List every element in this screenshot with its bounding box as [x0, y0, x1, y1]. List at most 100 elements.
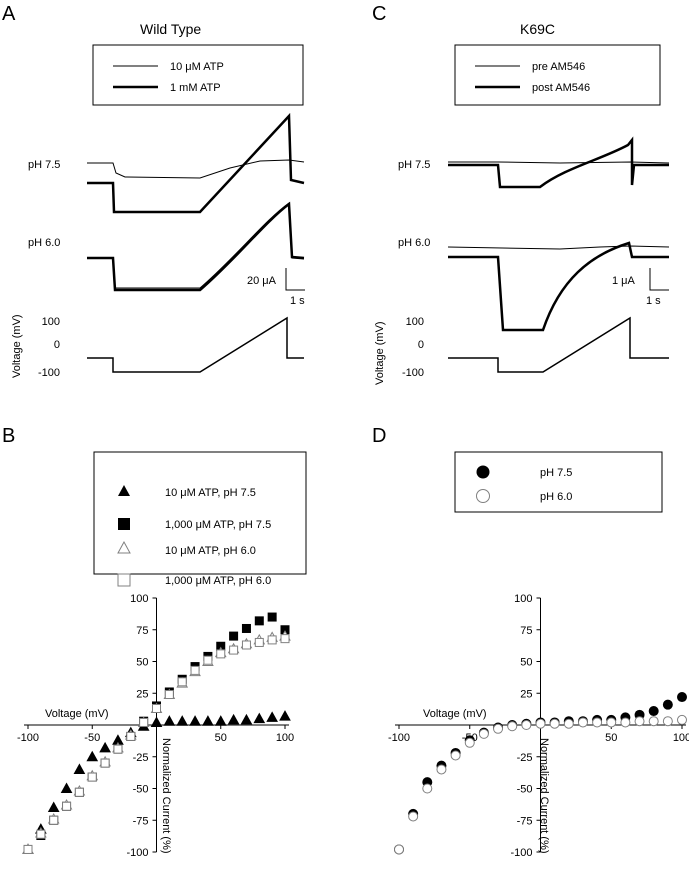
legend-label-d-1: pH 6.0	[540, 491, 572, 503]
voltage-axis-label-a: Voltage (mV)	[11, 314, 23, 378]
y-tick-label: -25	[133, 752, 149, 764]
x-tick-label: 50	[605, 732, 617, 744]
data-point-d-s0	[677, 692, 687, 703]
voltage-axis-label-c: Voltage (mV)	[374, 321, 386, 385]
data-point-b-s3	[23, 844, 33, 854]
data-point-b-s3	[113, 744, 123, 754]
legend-label-10um-atp: 10 μM ATP	[170, 61, 224, 73]
legend-label-post-am546: post AM546	[532, 82, 590, 94]
x-tick-label: -100	[388, 732, 410, 744]
data-point-b-s1	[229, 631, 239, 641]
voltage-tick-c-0: 0	[418, 339, 424, 351]
x-tick-label: 100	[673, 732, 689, 744]
data-point-d-s0	[662, 699, 673, 710]
scale-bar-a	[285, 268, 305, 291]
data-point-b-s0	[240, 713, 253, 725]
data-point-b-s3	[280, 634, 290, 644]
data-point-b-s3	[229, 645, 239, 655]
trace-label-ph60: pH 6.0	[28, 237, 60, 249]
data-point-d-s1	[493, 723, 504, 734]
data-point-b-s0	[279, 710, 291, 721]
voltage-protocol-a	[87, 316, 304, 373]
data-point-b-s3	[126, 731, 136, 741]
data-point-b-s0	[150, 716, 163, 727]
y-axis-label-b: Normalized Current (%)	[160, 738, 172, 854]
data-point-d-s1	[592, 717, 603, 728]
legend-label-b-1: 1,000 μM ATP, pH 7.5	[165, 519, 271, 531]
legend-label-d-0: pH 7.5	[540, 467, 572, 479]
legend-marker-circle-filled	[476, 465, 490, 479]
data-point-d-s1	[408, 811, 419, 822]
data-point-b-s0	[202, 715, 214, 726]
data-point-b-s3	[100, 758, 110, 768]
panel-a-title: Wild Type	[140, 21, 201, 37]
data-point-d-s1	[563, 718, 574, 729]
data-point-d-s1	[662, 716, 673, 727]
data-point-b-s3	[254, 637, 264, 647]
panel-letter-a: A	[2, 3, 16, 25]
data-point-d-s1	[549, 718, 560, 729]
data-point-d-s1	[394, 844, 404, 855]
y-tick-label: -25	[517, 752, 533, 764]
data-point-b-s3	[203, 655, 213, 665]
y-tick-label: 75	[136, 625, 148, 637]
y-tick-label: 25	[136, 688, 148, 700]
panel-c-title: K69C	[520, 21, 555, 37]
data-point-b-s0	[163, 715, 176, 726]
data-point-d-s1	[478, 728, 489, 739]
legend-marker-triangle-open	[117, 540, 131, 554]
voltage-tick-c-100: 100	[406, 316, 424, 328]
legend-label-1mm-atp: 1 mM ATP	[170, 82, 221, 94]
data-point-b-s1	[267, 612, 277, 622]
data-point-b-s0	[99, 741, 111, 753]
data-point-b-s0	[253, 712, 266, 724]
data-point-b-s0	[73, 763, 86, 774]
voltage-tick-a-minus100: -100	[38, 367, 60, 379]
y-axis-label-d: Normalized Current (%)	[538, 738, 550, 854]
data-point-d-s1	[464, 737, 475, 748]
data-point-d-s1	[606, 717, 617, 728]
data-point-b-s3	[36, 829, 46, 839]
voltage-tick-c-minus100: -100	[402, 367, 424, 379]
panel-b-legend-box	[93, 451, 307, 575]
scale-bar-a-time: 1 s	[290, 295, 305, 307]
y-tick-label: 100	[514, 593, 532, 605]
data-point-b-s3	[190, 665, 200, 675]
scale-bar-c-current: 1 μA	[612, 275, 636, 287]
data-point-b-s0	[189, 715, 201, 726]
x-tick-label: 50	[215, 732, 227, 744]
data-point-d-s1	[422, 783, 433, 794]
legend-marker-square-open	[117, 573, 131, 587]
data-point-d-s1	[648, 716, 659, 727]
data-point-b-s3	[164, 690, 174, 700]
panel-b: B 10 μM ATP, pH 7.5 1,000 μM ATP, pH 7.5…	[2, 425, 307, 859]
trace-wt-ph60-1mm	[87, 201, 305, 292]
y-tick-label: -50	[517, 784, 533, 796]
data-point-b-s3	[87, 772, 97, 782]
iv-plot-b: -100 -50 50 100 100 75 50 25 -25 -50 -75 -100	[17, 593, 294, 859]
data-point-b-s0	[47, 801, 60, 813]
data-point-b-s3	[152, 703, 161, 713]
y-tick-label: 100	[130, 593, 148, 605]
data-point-b-s3	[49, 815, 59, 825]
panel-c: C K69C pre AM546 post AM546 pH 7.5 pH 6.…	[372, 3, 670, 385]
scale-bar-c-time: 1 s	[646, 295, 661, 307]
y-tick-label: -100	[126, 847, 148, 859]
data-point-d-s1	[450, 750, 461, 761]
x-tick-label: -100	[17, 732, 39, 744]
data-point-b-s0	[214, 715, 227, 726]
data-point-d-s1	[535, 718, 546, 729]
data-point-b-s3	[267, 635, 277, 645]
y-tick-label: 75	[520, 625, 532, 637]
x-axis-label-d: Voltage (mV)	[423, 708, 487, 720]
legend-marker-circle-open	[476, 489, 490, 503]
legend-label-pre-am546: pre AM546	[532, 61, 585, 73]
panel-c-legend-box	[454, 44, 661, 106]
data-point-d-s1	[436, 764, 447, 775]
y-tick-label: 25	[520, 688, 532, 700]
legend-label-b-0: 10 μM ATP, pH 7.5	[165, 487, 256, 499]
panel-d-legend-box	[454, 451, 663, 513]
voltage-protocol-c	[448, 316, 669, 373]
